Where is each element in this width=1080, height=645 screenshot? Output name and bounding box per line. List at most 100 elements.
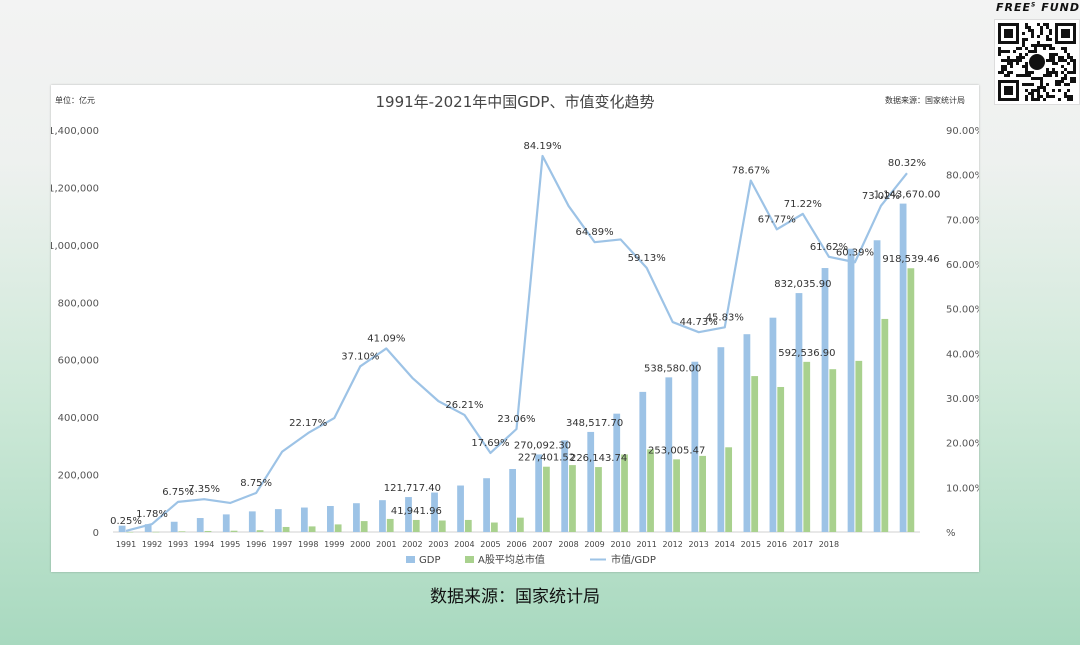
market-value-bar bbox=[438, 520, 446, 532]
y-right-tick-label: % bbox=[946, 528, 956, 539]
y-right-tick-label: 20.00% bbox=[946, 439, 979, 450]
market-value-bar bbox=[517, 517, 524, 532]
caption: 数据来源：国家统计局 bbox=[430, 587, 600, 607]
x-tick-label: 2011 bbox=[636, 540, 656, 549]
chart-svg: 0 200,000 400,000 600,000 800,000 1,000,000 1,… bbox=[51, 126, 979, 566]
data-label: 84.19% bbox=[523, 141, 561, 152]
data-label: 41,941.96 bbox=[391, 506, 442, 517]
gdp-bar bbox=[587, 431, 595, 532]
gdp-bar bbox=[457, 485, 464, 532]
data-label: 44.73% bbox=[680, 317, 718, 328]
market-value-bar bbox=[699, 455, 706, 532]
market-value-bar bbox=[569, 465, 576, 532]
data-label: 59.13% bbox=[628, 253, 666, 264]
y-right-tick-label: 50.00% bbox=[946, 305, 979, 316]
gdp-bar bbox=[691, 361, 699, 532]
gdp-bar bbox=[535, 454, 543, 532]
data-label: 918,539.46 bbox=[882, 254, 939, 265]
market-value-bar bbox=[855, 360, 863, 532]
gdp-bar bbox=[665, 377, 673, 532]
data-label: 23.06% bbox=[497, 414, 535, 425]
legend-label: GDP bbox=[419, 555, 440, 566]
market-value-bar bbox=[881, 318, 889, 532]
gdp-bar bbox=[509, 468, 516, 532]
x-tick-label: 2017 bbox=[793, 540, 813, 549]
y-left-tick-label: 1,400,000 bbox=[51, 126, 99, 137]
data-label: 226,143.74 bbox=[570, 453, 627, 464]
y-left-tick-label: 1,000,000 bbox=[51, 241, 99, 252]
x-tick-label: 1999 bbox=[324, 540, 344, 549]
gdp-bar bbox=[483, 478, 490, 532]
y-right-tick-label: 40.00% bbox=[946, 349, 979, 360]
market-value-bar bbox=[777, 386, 785, 532]
gdp-bar bbox=[795, 293, 803, 532]
gdp-bar bbox=[222, 514, 230, 532]
x-tick-label: 1991 bbox=[116, 540, 136, 549]
x-tick-label: 2004 bbox=[454, 540, 474, 549]
data-label: 61.62% bbox=[810, 242, 848, 253]
gdp-bar bbox=[248, 511, 256, 532]
gdp-bar bbox=[717, 347, 725, 532]
x-tick-label: 1997 bbox=[272, 540, 292, 549]
data-label: 17.69% bbox=[471, 438, 509, 449]
x-tick-label: 1993 bbox=[168, 540, 188, 549]
x-tick-label: 1994 bbox=[194, 540, 214, 549]
data-label: 348,517.70 bbox=[566, 418, 623, 429]
data-label: 37.10% bbox=[341, 351, 379, 362]
unit-label: 单位：亿元 bbox=[55, 96, 95, 105]
data-label: 270,092.30 bbox=[514, 440, 571, 451]
x-tick-label: 2009 bbox=[584, 540, 604, 549]
market-value-bar bbox=[204, 530, 212, 532]
gdp-bar bbox=[300, 507, 308, 532]
data-label: 80.32% bbox=[888, 158, 926, 169]
y-right-tick-label: 60.00% bbox=[946, 260, 979, 271]
gdp-bar bbox=[873, 240, 881, 532]
data-label: 1.78% bbox=[136, 509, 168, 520]
y-left-tick-label: 400,000 bbox=[58, 413, 99, 424]
market-value-bar bbox=[386, 518, 394, 532]
data-label: 227,401.52 bbox=[518, 453, 575, 464]
data-label: 253,005.47 bbox=[648, 445, 705, 456]
market-value-bar bbox=[464, 519, 472, 532]
market-value-bar bbox=[803, 361, 811, 532]
x-tick-label: 2014 bbox=[715, 540, 735, 549]
x-tick-label: 2010 bbox=[610, 540, 630, 549]
gdp-bar bbox=[405, 497, 412, 532]
gdp-bar bbox=[274, 509, 282, 532]
data-label: 592,536.90 bbox=[778, 348, 835, 359]
gdp-bar bbox=[353, 503, 360, 532]
gdp-bar bbox=[327, 505, 334, 532]
market-value-bar bbox=[829, 369, 837, 532]
market-value-bar bbox=[621, 454, 628, 532]
legend-label: A股平均总市值 bbox=[478, 553, 545, 566]
data-label: 78.67% bbox=[732, 166, 770, 177]
market-value-bar bbox=[152, 531, 160, 533]
market-value-bar bbox=[412, 519, 420, 532]
market-value-bar bbox=[360, 521, 368, 532]
x-tick-label: 1998 bbox=[298, 540, 318, 549]
data-label: 45.83% bbox=[706, 312, 744, 323]
market-value-bar bbox=[282, 526, 290, 532]
ratio-line bbox=[125, 154, 908, 532]
gdp-bar bbox=[821, 268, 829, 532]
x-tick-label: 2007 bbox=[532, 540, 552, 549]
x-tick-label: 2006 bbox=[506, 540, 526, 549]
y-left-tick-label: 200,000 bbox=[58, 471, 99, 482]
gdp-bar bbox=[118, 525, 126, 532]
market-value-bar bbox=[595, 467, 602, 532]
gdp-bar bbox=[144, 524, 152, 532]
x-tick-label: 2001 bbox=[376, 540, 396, 549]
x-tick-label: 2003 bbox=[428, 540, 448, 549]
x-tick-label: 2002 bbox=[402, 540, 422, 549]
qr-code bbox=[994, 19, 1080, 105]
x-tick-label: 2015 bbox=[741, 540, 761, 549]
data-label: 71.22% bbox=[784, 199, 822, 210]
gdp-bar bbox=[847, 248, 855, 533]
data-label: 1,143,670.00 bbox=[874, 190, 941, 201]
data-label: 26.21% bbox=[445, 400, 483, 411]
y-right-tick-label: 80.00% bbox=[946, 171, 979, 182]
x-tick-label: 2000 bbox=[350, 540, 370, 549]
data-label: 832,035.90 bbox=[774, 279, 831, 290]
brand-logo: FREES FUND bbox=[996, 1, 1080, 14]
gdp-bar bbox=[431, 492, 438, 532]
